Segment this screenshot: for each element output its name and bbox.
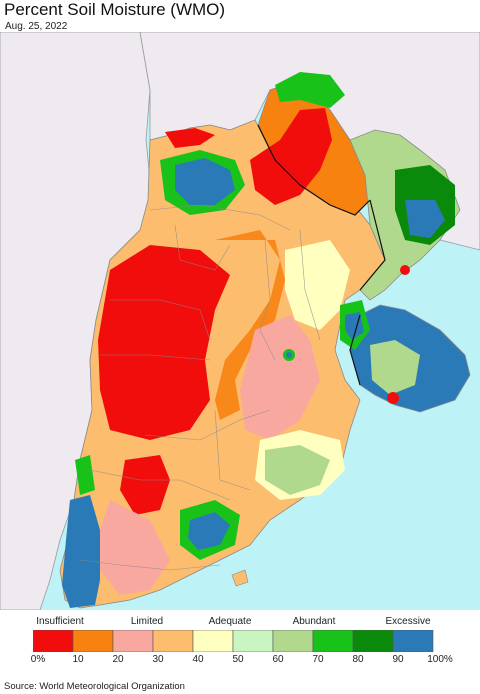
source-note: Source: World Meteorological Organizatio…	[4, 681, 185, 692]
adequate-east	[285, 240, 350, 330]
legend-tick-0: 0%	[30, 654, 46, 665]
legend-class-insufficient: Insufficient	[36, 616, 84, 627]
legend-swatch-7	[312, 630, 354, 652]
dry-patch-north-edge	[165, 128, 215, 148]
pink-zone-center	[240, 315, 320, 440]
legend-class-limited: Limited	[130, 616, 164, 627]
legend-swatch-6	[272, 630, 314, 652]
dry-core-north	[250, 108, 332, 205]
legend-class-adequate: Adequate	[208, 616, 252, 627]
brazil-north-green	[275, 72, 345, 108]
legend-tick-100: 100%	[427, 654, 453, 665]
legend-swatch-2	[112, 630, 154, 652]
legend-swatch-8	[352, 630, 394, 652]
limited-band	[215, 230, 285, 420]
legend-swatch-1	[72, 630, 114, 652]
legend-swatch-0	[33, 630, 74, 652]
legend-tick-70: 70	[312, 654, 324, 665]
wet-andes-strip-green	[75, 455, 95, 495]
legend-swatch-5	[232, 630, 274, 652]
uruguay-inner	[370, 340, 420, 395]
legend-tick-50: 50	[232, 654, 244, 665]
wet-andes-strip	[62, 495, 100, 608]
legend-swatch-3	[152, 630, 194, 652]
legend-swatch-4	[192, 630, 234, 652]
legend-tick-40: 40	[192, 654, 204, 665]
pink-zone-south	[100, 500, 170, 595]
legend-color-bar	[33, 630, 434, 652]
map-date: Aug. 25, 2022	[5, 21, 68, 32]
map-title: Percent Soil Moisture (WMO)	[4, 0, 226, 19]
legend-swatch-9	[392, 630, 434, 652]
legend-tick-90: 90	[392, 654, 404, 665]
province-boundaries	[79, 204, 321, 571]
dry-spot-uruguay	[387, 392, 399, 404]
abundant-pampas	[265, 445, 330, 495]
legend-tick-30: 30	[152, 654, 164, 665]
country-borders	[257, 124, 386, 386]
wet-spot-center-core	[286, 352, 292, 358]
small-island	[231, 569, 249, 587]
legend-tick-10: 10	[72, 654, 84, 665]
brazil-excessive-core	[405, 200, 445, 238]
soil-moisture-map	[0, 32, 480, 610]
dry-spot-brazil	[400, 265, 410, 275]
legend-tick-60: 60	[272, 654, 284, 665]
legend-tick-20: 20	[112, 654, 124, 665]
dry-core-west	[98, 245, 230, 440]
legend-class-excessive: Excessive	[385, 616, 431, 627]
dry-patch-south	[120, 455, 170, 515]
legend-tick-80: 80	[352, 654, 364, 665]
legend-class-abundant: Abundant	[292, 616, 336, 627]
nw-wet-core	[175, 158, 235, 205]
wet-coast-core	[188, 512, 230, 550]
